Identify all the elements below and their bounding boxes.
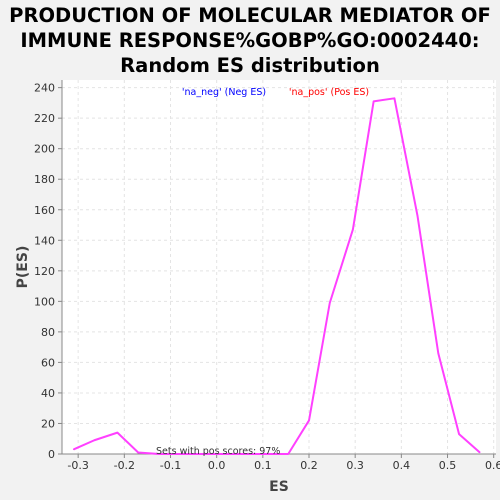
data-point (479, 451, 481, 454)
x-tick-label: -0.2 (114, 459, 135, 472)
data-point (458, 433, 460, 435)
data-point (241, 453, 243, 455)
x-tick-label: -0.1 (160, 459, 181, 472)
data-point (158, 453, 160, 455)
x-tick-label: 0.6 (485, 459, 500, 472)
data-point (416, 215, 419, 217)
data-point (199, 453, 202, 455)
y-tick-label: 220 (34, 112, 55, 125)
data-point (287, 453, 289, 455)
legend-entry: 'na_neg' (Neg ES) (182, 87, 266, 98)
data-point (93, 439, 95, 441)
data-point (329, 302, 331, 304)
series-line (73, 97, 481, 455)
x-tick-label: 0.5 (439, 459, 457, 472)
legend-entry: 'na_pos' (Pos ES) (289, 87, 369, 98)
y-tick-label: 180 (34, 173, 55, 186)
data-point (179, 453, 181, 455)
y-tick-label: 140 (34, 234, 55, 247)
chart-title-line-1: PRODUCTION OF MOLECULAR MEDIATOR OF (9, 4, 491, 27)
data-point (220, 453, 222, 455)
x-tick-label: -0.3 (67, 459, 88, 472)
chart-title-line-2: IMMUNE RESPONSE%GOBP%GO:0002440: (20, 29, 480, 52)
x-tick-label: 0.1 (254, 459, 272, 472)
plot-area (62, 80, 496, 454)
data-point (373, 100, 375, 102)
data-point (352, 229, 354, 231)
data-point (437, 352, 439, 354)
chart-title-line-3: Random ES distribution (120, 54, 380, 77)
y-tick-label: 80 (41, 326, 55, 339)
x-tick-label: 0.3 (346, 459, 364, 472)
data-point (72, 448, 75, 451)
y-tick-label: 0 (48, 448, 55, 461)
y-tick-label: 100 (34, 295, 55, 308)
x-tick-label: 0.2 (300, 459, 318, 472)
y-tick-label: 40 (41, 387, 55, 400)
data-point (308, 419, 310, 422)
y-tick-label: 120 (34, 265, 55, 278)
data-point (116, 432, 119, 434)
y-tick-label: 60 (41, 356, 55, 369)
data-point (137, 451, 139, 454)
chart-title: PRODUCTION OF MOLECULAR MEDIATOR OF IMMU… (0, 3, 500, 78)
series-layer (72, 97, 481, 455)
y-tick-label: 240 (34, 82, 55, 95)
data-point (393, 97, 396, 99)
x-axis-label: ES (269, 479, 289, 495)
y-axis-label: P(ES) (15, 246, 31, 289)
sets-annotation: Sets with pos scores: 97% (156, 446, 280, 457)
x-tick-label: 0.4 (393, 459, 411, 472)
y-tick-label: 20 (41, 417, 55, 430)
y-tick-label: 200 (34, 143, 55, 156)
y-tick-label: 160 (34, 204, 55, 217)
x-tick-label: 0.0 (208, 459, 226, 472)
data-point (262, 453, 264, 455)
labels-layer: -0.3 -0.2 -0.1 0.0 0.1 0.2 0.3 0.4 0.5 0.6 0 20 40 60… (15, 82, 500, 495)
